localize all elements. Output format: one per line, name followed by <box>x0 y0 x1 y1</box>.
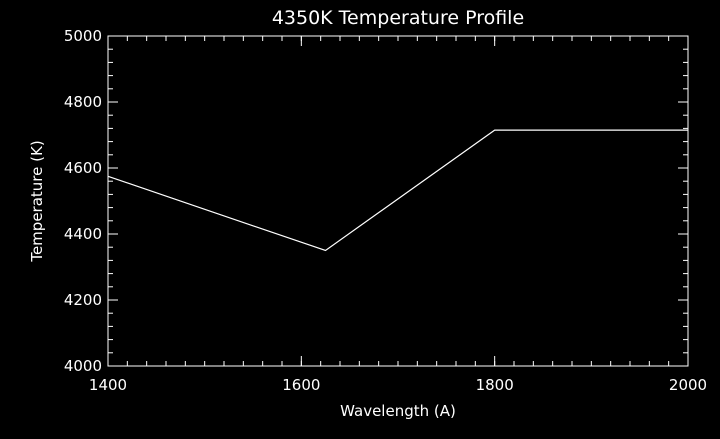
y-tick-label: 4600 <box>64 159 102 177</box>
tick-labels: 1400 1600 1800 2000 4000 4200 4400 4600 4800 5000 <box>64 27 707 394</box>
y-tick-label: 4000 <box>64 357 102 375</box>
x-tick-label: 2000 <box>669 376 707 394</box>
x-tick-label: 1800 <box>476 376 514 394</box>
x-tick-label: 1400 <box>89 376 127 394</box>
x-tick-label: 1600 <box>282 376 320 394</box>
y-tick-label: 5000 <box>64 27 102 45</box>
chart-title: 4350K Temperature Profile <box>272 7 524 29</box>
y-tick-label: 4800 <box>64 93 102 111</box>
axis-ticks <box>107 35 689 367</box>
y-tick-label: 4400 <box>64 225 102 243</box>
x-axis-label: Wavelength (A) <box>340 402 456 420</box>
y-axis-label: Temperature (K) <box>28 140 46 262</box>
temperature-series-line <box>107 129 688 252</box>
y-tick-label: 4200 <box>64 291 102 309</box>
